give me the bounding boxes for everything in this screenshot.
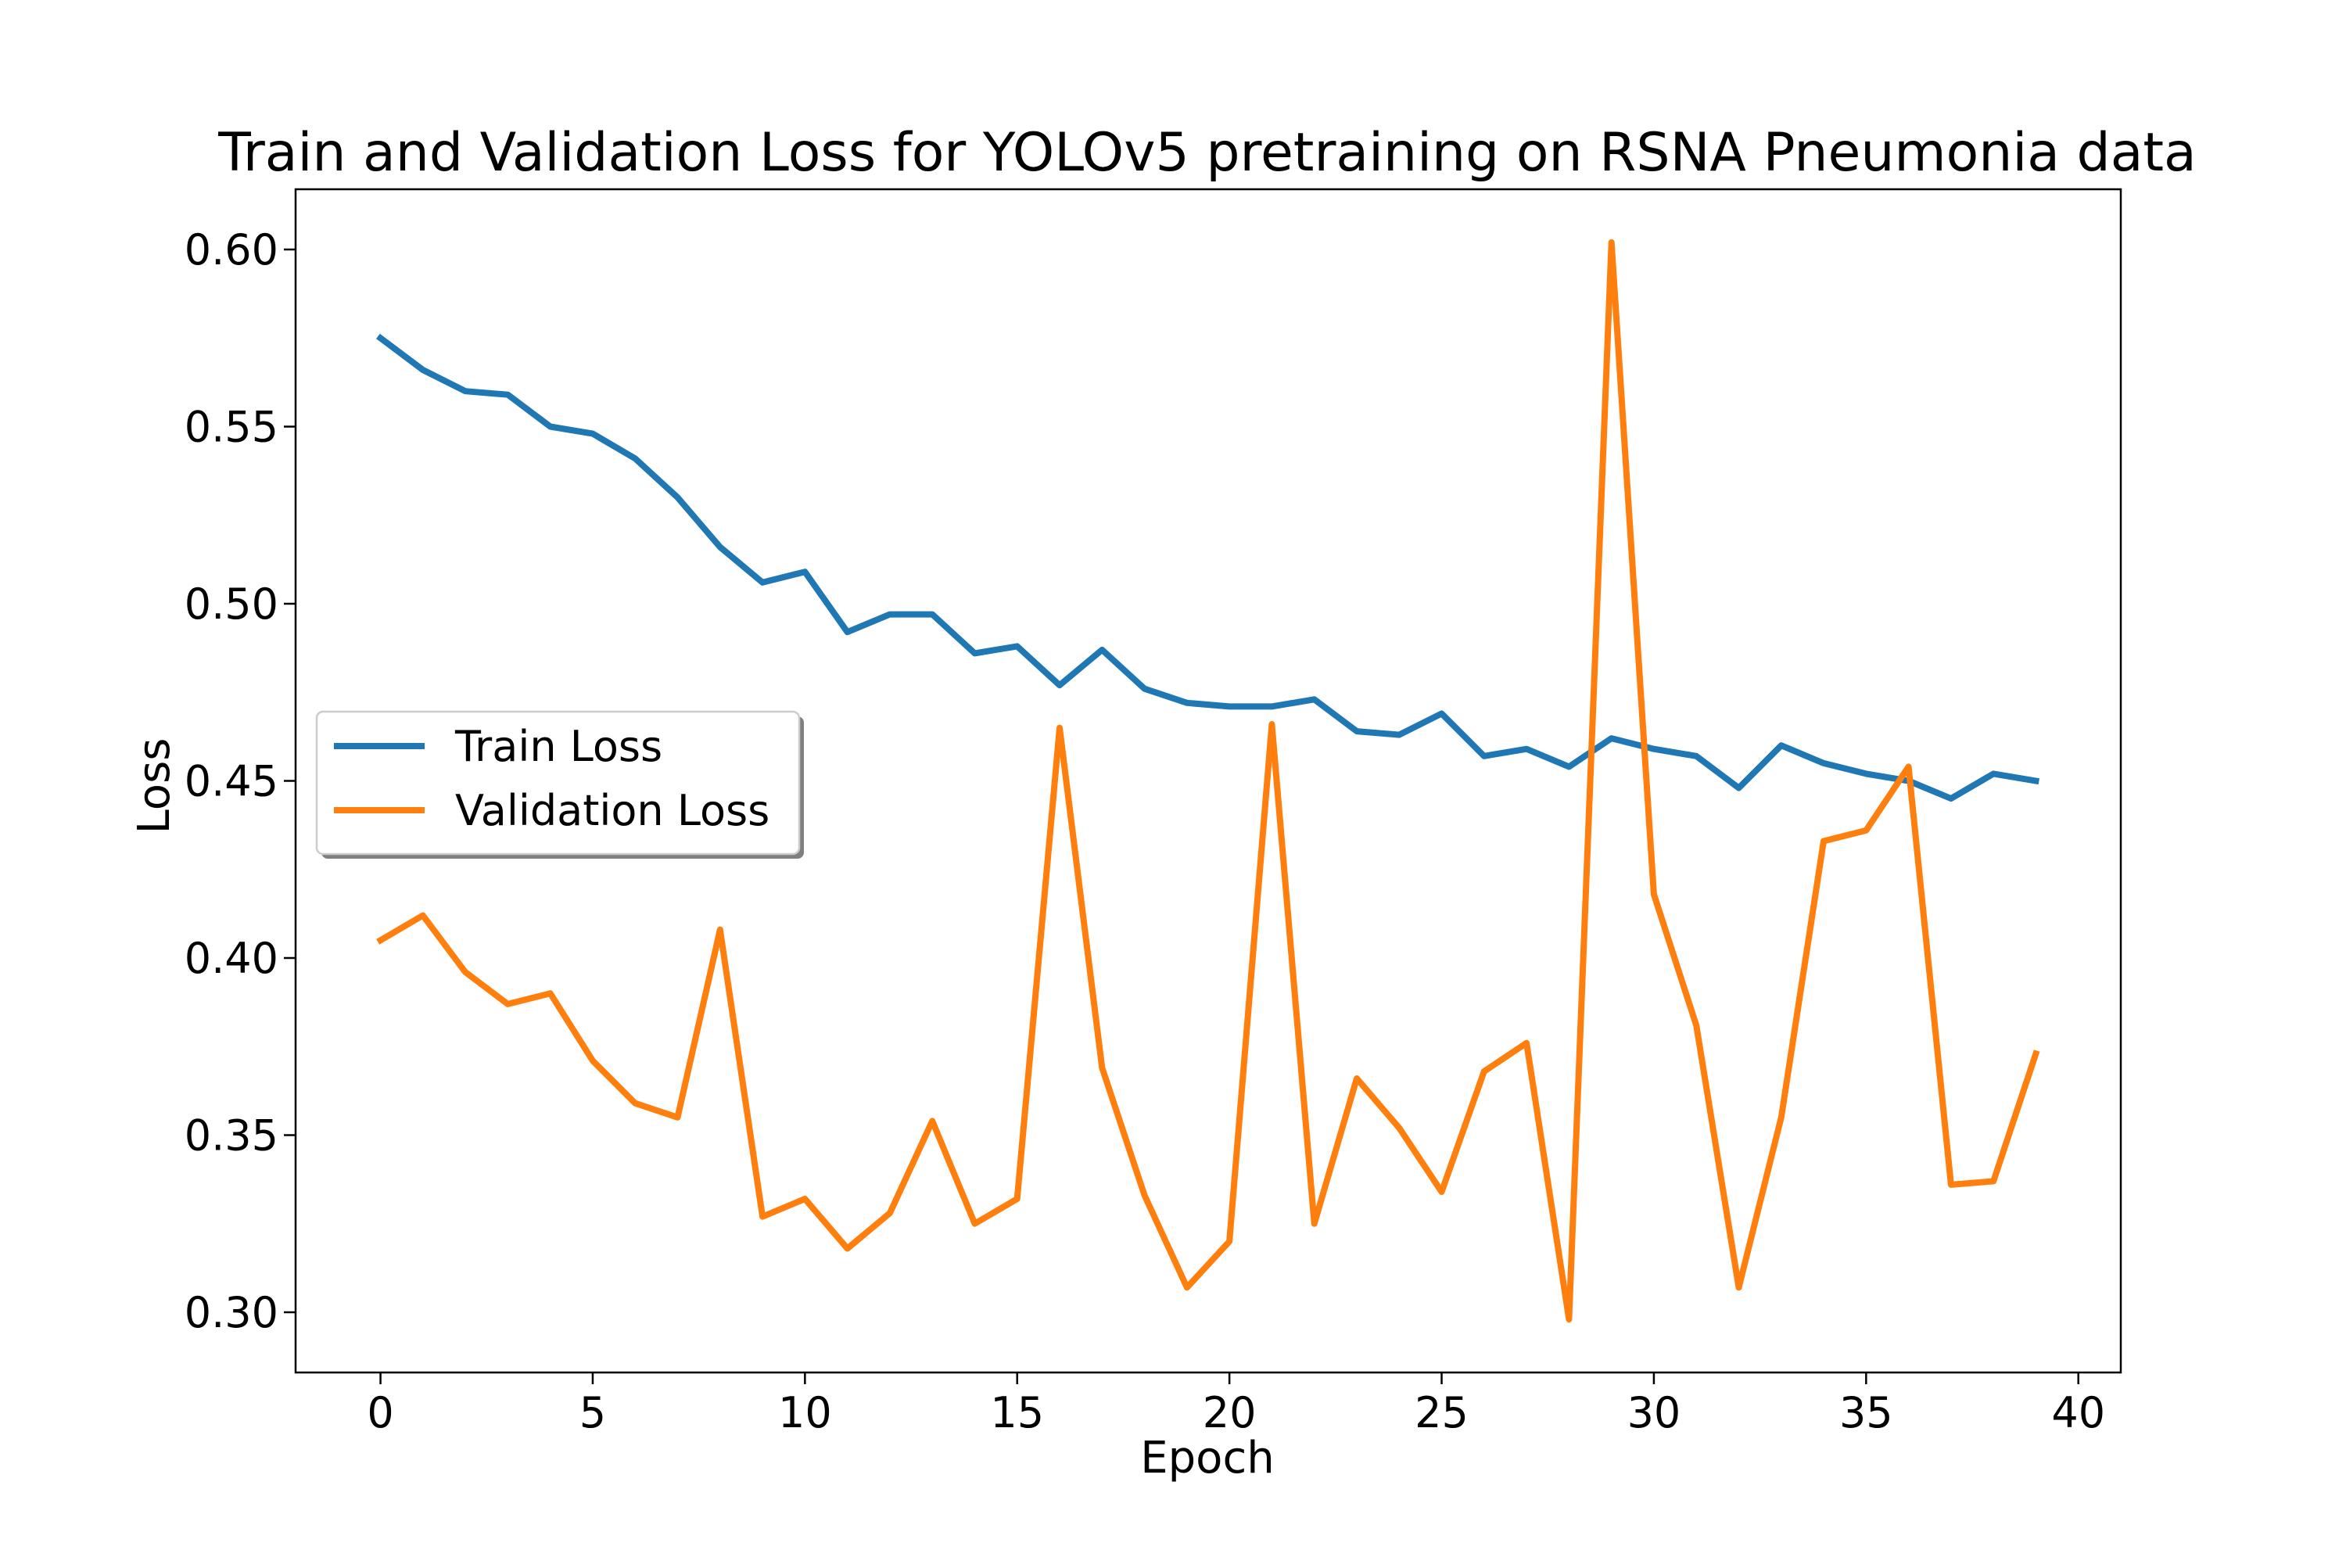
series-line-validation-loss [376, 239, 2040, 1323]
series-line-train-loss [375, 333, 2040, 802]
legend-box [315, 710, 801, 856]
x-tick-label: 40 [2051, 1388, 2105, 1437]
y-tick-label: 0.55 [185, 403, 278, 452]
plot-area: 0 5 10 15 20 25 30 35 40 0.30 0.35 0.40 0.45 0.50 0.55… [185, 188, 2122, 1437]
x-tick-label: 25 [1415, 1388, 1469, 1437]
legend: Train Loss Validation Loss [315, 710, 804, 859]
x-axis-label: Epoch [1140, 1433, 1274, 1484]
legend-label-train-loss: Train Loss [454, 722, 662, 771]
y-tick-label: 0.45 [185, 757, 278, 806]
x-tick-label: 5 [579, 1388, 606, 1437]
x-tick-label: 35 [1839, 1388, 1893, 1437]
x-tick-label: 10 [778, 1388, 832, 1437]
y-tick-label: 0.50 [185, 579, 278, 629]
y-tick-label: 0.40 [185, 934, 278, 983]
x-tick-label: 0 [367, 1388, 393, 1437]
legend-label-validation-loss: Validation Loss [455, 786, 769, 835]
x-tick-label: 15 [990, 1388, 1044, 1437]
chart-title: Train and Validation Loss for YOLOv5 pre… [217, 122, 2196, 184]
x-tick-label: 20 [1203, 1388, 1257, 1437]
y-axis-label: Loss [129, 738, 180, 834]
y-tick-label: 0.35 [185, 1111, 278, 1160]
y-tick-label: 0.60 [185, 225, 278, 274]
y-tick-label: 0.30 [185, 1288, 278, 1337]
x-tick-label: 30 [1627, 1388, 1681, 1437]
